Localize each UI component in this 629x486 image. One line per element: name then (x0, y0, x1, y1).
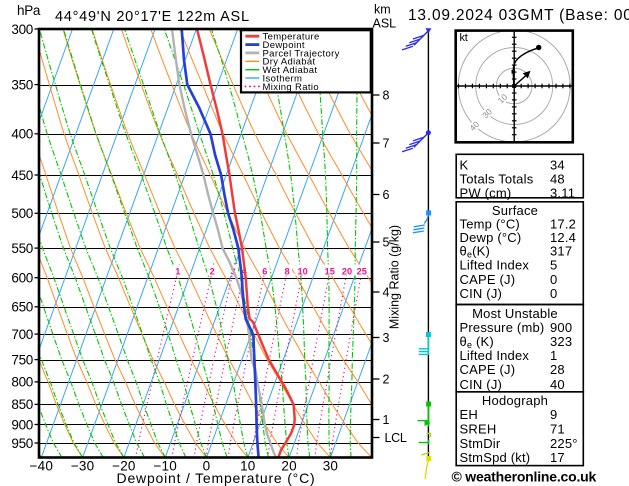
svg-text:km: km (374, 3, 391, 17)
svg-text:8: 8 (383, 89, 390, 103)
svg-text:−30: −30 (71, 459, 95, 474)
svg-text:450: 450 (11, 168, 33, 183)
svg-text:750: 750 (11, 352, 33, 367)
svg-text:EH: EH (460, 407, 478, 422)
svg-text:800: 800 (11, 375, 33, 390)
svg-text:317: 317 (550, 243, 572, 258)
svg-text:−40: −40 (30, 459, 54, 474)
svg-text:Mixing Ratio: Mixing Ratio (263, 82, 319, 93)
svg-text:−10: −10 (153, 459, 177, 474)
svg-text:Mixing Ratio (g/kg): Mixing Ratio (g/kg) (388, 225, 402, 329)
svg-text:1: 1 (383, 413, 390, 427)
svg-text:40: 40 (550, 377, 565, 392)
svg-text:600: 600 (11, 271, 33, 286)
svg-text:48: 48 (550, 171, 565, 186)
svg-text:Wet Adiabat: Wet Adiabat (263, 65, 318, 76)
svg-text:CIN (J): CIN (J) (460, 286, 503, 301)
svg-text:0: 0 (203, 459, 211, 474)
svg-text:20: 20 (281, 459, 296, 474)
svg-text:20: 20 (342, 267, 352, 277)
svg-text:© weatheronline.co.uk: © weatheronline.co.uk (452, 469, 597, 485)
svg-text:Dewpoint / Temperature (°C): Dewpoint / Temperature (°C) (117, 470, 316, 486)
svg-text:StmSpd (kt): StmSpd (kt) (460, 450, 531, 465)
svg-text:kt: kt (460, 32, 468, 44)
svg-text:Dry Adiabat: Dry Adiabat (263, 57, 316, 68)
svg-text:4: 4 (383, 286, 390, 300)
svg-text:−20: −20 (112, 459, 136, 474)
svg-text:Parcel Trajectory: Parcel Trajectory (263, 48, 340, 59)
svg-text:0: 0 (550, 286, 557, 301)
svg-text:28: 28 (550, 362, 565, 377)
svg-text:3: 3 (383, 331, 390, 345)
svg-text:6: 6 (383, 188, 390, 202)
svg-text:650: 650 (11, 300, 33, 315)
svg-text:900: 900 (11, 417, 33, 432)
svg-text:25: 25 (357, 267, 367, 277)
svg-text:Isotherm: Isotherm (263, 74, 303, 85)
svg-text:Surface: Surface (492, 203, 538, 218)
svg-text:225°: 225° (550, 436, 578, 451)
svg-text:950: 950 (11, 436, 33, 451)
svg-text:3.11: 3.11 (550, 185, 575, 200)
svg-text:13.09.2024 03GMT (Base: 00): 13.09.2024 03GMT (Base: 00) (408, 7, 629, 24)
svg-text:34: 34 (550, 157, 565, 172)
svg-text:10: 10 (240, 459, 255, 474)
svg-text:ASL: ASL (373, 17, 397, 31)
svg-text:17.2: 17.2 (550, 217, 576, 232)
svg-text:PW (cm): PW (cm) (460, 185, 512, 200)
svg-text:StmDir: StmDir (460, 436, 501, 451)
svg-text:71: 71 (550, 421, 565, 436)
svg-text:Lifted Index: Lifted Index (460, 348, 530, 363)
svg-text:Lifted Index: Lifted Index (460, 258, 530, 273)
svg-text:17: 17 (550, 450, 565, 465)
svg-text:900: 900 (550, 320, 572, 335)
svg-text:Dewpoint: Dewpoint (263, 40, 305, 51)
svg-text:6: 6 (262, 267, 267, 277)
svg-text:5: 5 (550, 258, 557, 273)
svg-text:44°49'N 20°17'E 122m ASL: 44°49'N 20°17'E 122m ASL (55, 9, 250, 25)
svg-text:12.4: 12.4 (550, 230, 576, 245)
svg-text:CIN (J): CIN (J) (460, 377, 503, 392)
svg-text:K: K (460, 157, 469, 172)
svg-text:10: 10 (297, 267, 307, 277)
svg-text:1: 1 (550, 348, 557, 363)
svg-text:Totals Totals: Totals Totals (460, 171, 534, 186)
svg-text:2: 2 (383, 373, 390, 387)
svg-text:8: 8 (284, 267, 289, 277)
svg-text:350: 350 (11, 77, 33, 92)
svg-text:Pressure (mb): Pressure (mb) (460, 320, 545, 335)
svg-text:7: 7 (383, 137, 390, 151)
svg-text:850: 850 (11, 397, 33, 412)
svg-text:LCL: LCL (385, 431, 407, 445)
svg-text:SREH: SREH (460, 421, 497, 436)
svg-text:Dewp (°C): Dewp (°C) (460, 230, 522, 245)
svg-text:9: 9 (550, 407, 557, 422)
svg-text:Hodograph: Hodograph (482, 393, 548, 408)
svg-text:Temperature: Temperature (263, 32, 320, 43)
svg-text:15: 15 (325, 267, 335, 277)
svg-text:Most Unstable: Most Unstable (472, 306, 558, 321)
svg-text:hPa: hPa (17, 3, 41, 18)
svg-text:30: 30 (323, 459, 338, 474)
svg-text:CAPE (J): CAPE (J) (460, 362, 516, 377)
svg-text:θe(K): θe(K) (460, 243, 491, 259)
svg-text:700: 700 (11, 327, 33, 342)
svg-text:0: 0 (550, 272, 557, 287)
svg-text:323: 323 (550, 334, 572, 349)
svg-text:550: 550 (11, 241, 33, 256)
svg-text:5: 5 (383, 236, 390, 250)
svg-text:1: 1 (175, 267, 180, 277)
svg-text:2: 2 (210, 267, 215, 277)
svg-text:300: 300 (11, 22, 33, 37)
svg-text:400: 400 (11, 127, 33, 142)
svg-text:Temp (°C): Temp (°C) (460, 217, 520, 232)
svg-text:θe (K): θe (K) (460, 334, 494, 350)
svg-text:CAPE (J): CAPE (J) (460, 272, 516, 287)
svg-text:500: 500 (11, 206, 33, 221)
